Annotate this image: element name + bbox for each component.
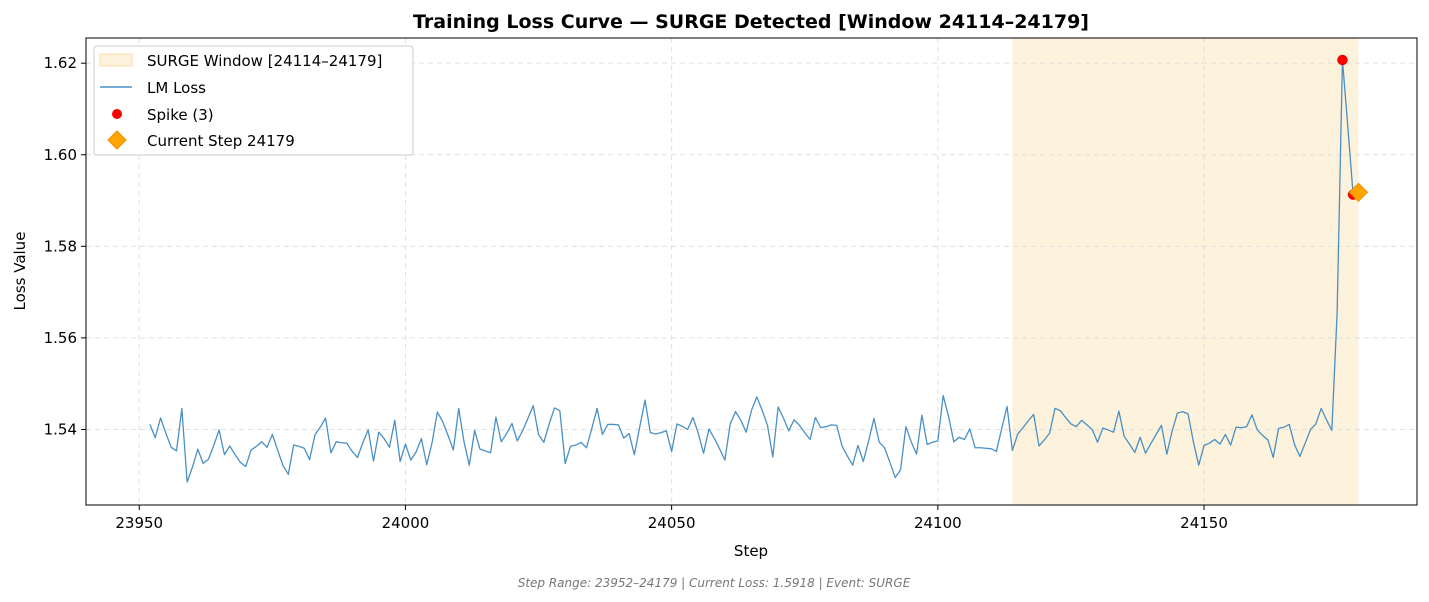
grid-layer — [86, 38, 1417, 505]
y-tick-label: 1.58 — [44, 237, 77, 255]
y-axis: 1.54 1.56 1.58 1.60 1.62 — [44, 54, 86, 438]
x-axis-label: Step — [734, 542, 768, 560]
surge-window-layer — [1012, 38, 1359, 505]
x-tick-label: 24150 — [1180, 514, 1228, 532]
legend-current-swatch — [107, 130, 127, 150]
marker-layer — [1337, 54, 1369, 203]
legend: SURGE Window [24114–24179] LM Loss Spike… — [93, 45, 414, 156]
plot-frame — [85, 37, 1418, 506]
series-line-lm-loss — [149, 59, 1359, 483]
legend-spike-label: Spike (3) — [147, 106, 214, 124]
current-step-marker — [1348, 182, 1369, 203]
legend-box — [93, 45, 414, 156]
legend-window-label: SURGE Window [24114–24179] — [147, 52, 382, 70]
surge-window-band — [1012, 38, 1359, 505]
legend-spike-swatch — [112, 109, 122, 119]
y-tick-label: 1.56 — [44, 329, 77, 347]
y-tick-label: 1.60 — [44, 146, 77, 164]
legend-current-label: Current Step 24179 — [147, 132, 295, 150]
chart-title: Training Loss Curve — SURGE Detected [Wi… — [413, 11, 1089, 33]
x-axis: 23950 24000 24050 24100 24150 — [115, 505, 1228, 532]
x-tick-label: 24000 — [382, 514, 430, 532]
x-tick-label: 23950 — [115, 514, 163, 532]
y-tick-label: 1.54 — [44, 420, 77, 438]
y-tick-label: 1.62 — [44, 54, 77, 72]
spike-point — [1337, 54, 1348, 66]
legend-window-swatch — [99, 53, 133, 67]
y-axis-label: Loss Value — [11, 232, 29, 311]
x-tick-label: 24050 — [648, 514, 696, 532]
x-tick-label: 24100 — [914, 514, 962, 532]
series-layer — [149, 59, 1359, 483]
legend-line-label: LM Loss — [147, 79, 206, 97]
footer-caption: Step Range: 23952–24179 | Current Loss: … — [518, 576, 911, 590]
